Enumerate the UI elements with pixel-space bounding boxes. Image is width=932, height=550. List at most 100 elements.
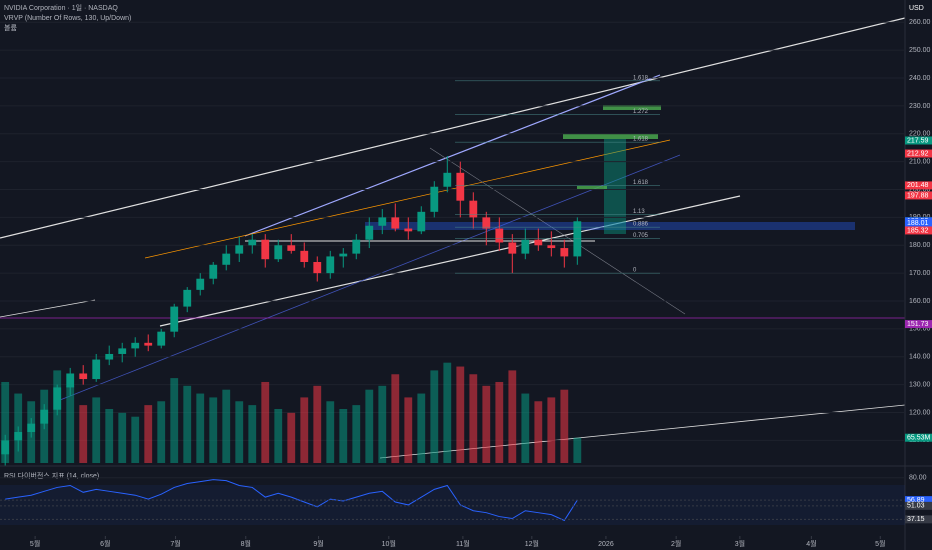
candle-body [430, 186, 439, 212]
volume-bar [560, 389, 569, 463]
candle-body [248, 239, 257, 246]
candle-body [53, 387, 62, 410]
price-tag-label: 151.73 [907, 321, 929, 328]
target-zone [577, 186, 607, 190]
volume-bar [339, 408, 348, 463]
volume-bar [534, 401, 543, 463]
header-volume: 볼륨 [4, 23, 17, 32]
rsi-title: RSI 다이버전스 지표 (14, close) [4, 471, 99, 480]
y-tick-label: 200.00 [909, 186, 931, 193]
price-tag [905, 218, 932, 227]
price-tag-label: 201.48 [907, 182, 929, 189]
volume-bar [183, 385, 192, 463]
rsi-band [0, 485, 905, 525]
candle-body [274, 245, 283, 260]
candle-body [560, 248, 569, 257]
candle-body [443, 172, 452, 187]
volume-tag [905, 433, 932, 442]
rsi-tag-label: 37.15 [907, 516, 925, 523]
candle-body [300, 250, 309, 262]
candle-body [352, 239, 361, 254]
x-tick-label: 2026 [598, 541, 614, 548]
candle-body [482, 217, 491, 229]
price-tag [905, 191, 932, 200]
x-tick-label: 5월 [875, 539, 885, 548]
volume-bar [157, 401, 166, 463]
y-tick-label: 210.00 [909, 159, 931, 166]
volume-bar [417, 393, 426, 463]
fib-label: 0 [633, 268, 637, 274]
header-indicator: VRVP (Number Of Rows, 130, Up/Down) [4, 15, 131, 22]
trend-line [0, 17, 906, 239]
candle-body [313, 261, 322, 274]
candle-body [508, 242, 517, 254]
target-box [604, 139, 626, 234]
candle-body [573, 221, 582, 257]
candle-body [326, 256, 335, 274]
rsi-tag-label: 51.03 [907, 503, 925, 510]
volume-bar [1, 381, 10, 463]
x-tick-label: 8월 [241, 539, 251, 548]
volume-bar [443, 362, 452, 463]
candle-body [40, 409, 49, 424]
price-tag [905, 320, 932, 329]
volume-bar [196, 393, 205, 463]
price-tag-label: 217.59 [907, 137, 929, 144]
fib-label: 1.618 [633, 137, 649, 143]
candle-body [209, 264, 218, 279]
candle-body [118, 348, 127, 354]
volume-bar [235, 401, 244, 463]
candle-body [456, 172, 465, 201]
candle-body [495, 228, 504, 243]
candle-body [1, 440, 10, 455]
candle-body [79, 373, 88, 380]
candle-body [222, 253, 231, 265]
y-tick-label: 140.00 [909, 354, 931, 361]
candle-body [14, 432, 23, 441]
fib-label: 1.618 [633, 180, 649, 186]
candle-body [378, 217, 387, 226]
trend-line [429, 147, 686, 315]
candle-body [144, 342, 153, 346]
volume-bar [144, 405, 153, 463]
candle-body [469, 200, 478, 218]
target-zone [563, 134, 658, 139]
currency: USD [909, 5, 924, 12]
volume-bar [118, 412, 127, 463]
price-tag [905, 226, 932, 235]
volume-bar [495, 381, 504, 463]
y-tick-label: 130.00 [909, 381, 931, 388]
x-tick-label: 5월 [30, 539, 40, 548]
candle-body [131, 342, 140, 349]
zone [365, 222, 855, 230]
y-tick-label: 150.00 [909, 326, 931, 333]
target-zone [603, 105, 661, 110]
y-tick-label: 230.00 [909, 103, 931, 110]
price-tag-label: 212.92 [907, 150, 929, 157]
candle-body [261, 239, 270, 260]
candle-body [391, 217, 400, 229]
volume-tag-label: 65.53M [907, 435, 931, 442]
candle-body [547, 245, 556, 249]
volume-bar [261, 381, 270, 463]
volume-bar [66, 385, 75, 463]
y-tick-label: 220.00 [909, 131, 931, 138]
fib-label: 1.13 [633, 209, 645, 215]
y-tick-label: 170.00 [909, 270, 931, 277]
rsi-line [5, 479, 578, 522]
volume-bar [300, 397, 309, 463]
candle-body [196, 278, 205, 290]
volume-bar [131, 416, 140, 463]
candle-body [105, 353, 114, 360]
candle-body [339, 253, 348, 257]
price-tag-label: 197.88 [907, 192, 929, 199]
fib-label: 1.272 [633, 109, 649, 115]
x-tick-label: 12월 [525, 539, 539, 548]
y-tick-label: 160.00 [909, 298, 931, 305]
volume-bar [53, 370, 62, 463]
trend-line [244, 74, 661, 237]
x-tick-label: 10월 [382, 539, 396, 548]
candle-body [183, 289, 192, 307]
x-tick-label: 7월 [170, 539, 180, 548]
